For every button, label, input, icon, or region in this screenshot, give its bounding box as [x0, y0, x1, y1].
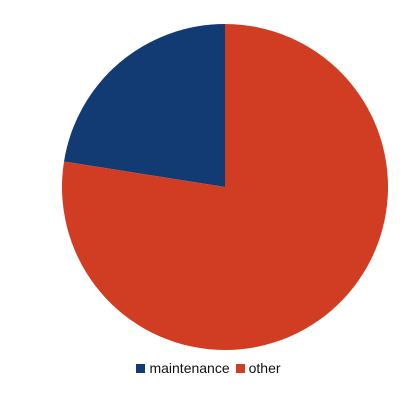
legend-swatch-maintenance	[136, 363, 146, 373]
legend-label-other: other	[248, 360, 281, 376]
legend-item-maintenance: maintenance	[136, 360, 230, 376]
legend-swatch-other	[235, 363, 245, 373]
pie-slices	[62, 23, 389, 350]
pie-slice-other	[62, 23, 389, 350]
legend-item-other: other	[235, 360, 281, 376]
legend: maintenance other	[0, 360, 417, 376]
pie-slice-maintenance	[64, 24, 225, 187]
legend-label-maintenance: maintenance	[149, 360, 230, 376]
